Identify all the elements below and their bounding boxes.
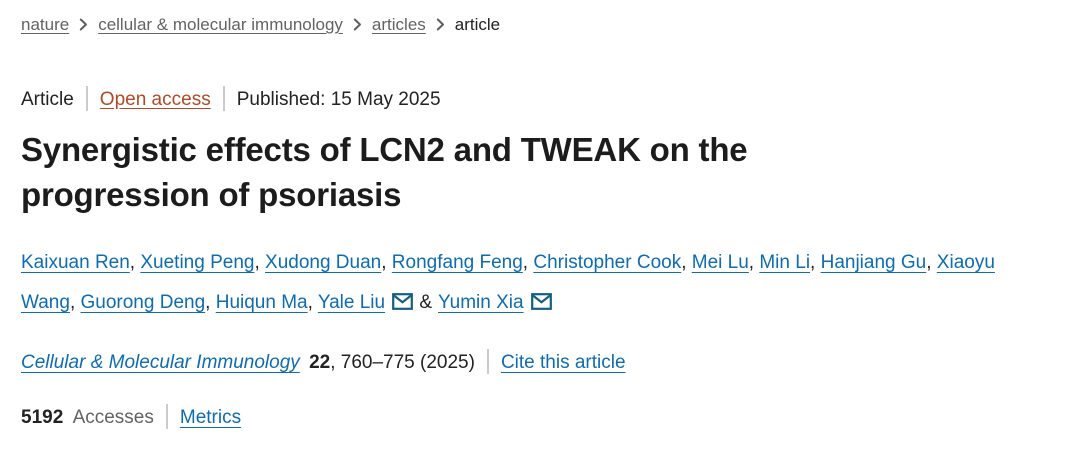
- article-meta-line: Article Open access Published: 15 May 2025: [21, 86, 1045, 113]
- metrics-link[interactable]: Metrics: [179, 407, 242, 428]
- article-header-page: nature cellular & molecular immunology a…: [21, 13, 1045, 431]
- published-date: Published: 15 May 2025: [236, 89, 441, 110]
- author: Guorong Deng,: [81, 292, 211, 313]
- journal-link[interactable]: Cellular & Molecular Immunology: [21, 352, 300, 373]
- author-separator: ,: [129, 252, 136, 273]
- accesses-count: 5192: [21, 407, 64, 428]
- author-link[interactable]: Min Li: [759, 252, 811, 273]
- article-type-label: Article: [21, 89, 74, 110]
- vertical-separator: [85, 86, 88, 111]
- author-separator: ,: [810, 252, 816, 273]
- breadcrumb-link-articles[interactable]: articles: [371, 15, 426, 34]
- author: Xiaoyu Wang,: [21, 252, 995, 313]
- author-list: Kaixuan Ren, Xueting Peng, Xudong Duan, …: [21, 243, 1045, 323]
- chevron-right-icon: [353, 18, 362, 31]
- open-access-link[interactable]: Open access: [99, 89, 211, 110]
- email-icon[interactable]: [392, 293, 413, 310]
- breadcrumb-current: article: [454, 15, 501, 34]
- accesses-label: Accesses: [72, 407, 154, 428]
- author-separator: ,: [307, 292, 313, 313]
- author-link[interactable]: Xueting Peng: [140, 252, 255, 273]
- author-separator: ,: [69, 292, 76, 313]
- vertical-separator: [165, 404, 168, 429]
- breadcrumb-link-nature[interactable]: nature: [21, 15, 70, 34]
- author: Mei Lu,: [692, 252, 754, 273]
- cite-this-article-link[interactable]: Cite this article: [500, 352, 626, 373]
- article-title: Synergistic effects of LCN2 and TWEAK on…: [21, 131, 748, 213]
- author: Xueting Peng,: [140, 252, 259, 273]
- pages-and-year: , 760–775 (2025): [330, 352, 475, 373]
- author-link[interactable]: Xudong Duan: [265, 252, 382, 273]
- author-link[interactable]: Xiaoyu Wang: [21, 252, 995, 313]
- authors-ampersand: &: [419, 292, 433, 313]
- author-link[interactable]: Huiqun Ma: [215, 292, 308, 313]
- author-separator: ,: [748, 252, 755, 273]
- metrics-bar: 5192 Accesses Metrics: [21, 404, 1045, 431]
- author-separator: ,: [681, 252, 687, 273]
- author-link[interactable]: Hanjiang Gu: [820, 252, 927, 273]
- chevron-right-icon: [79, 18, 88, 31]
- author-link[interactable]: Guorong Deng: [80, 292, 206, 313]
- author-separator: ,: [254, 252, 260, 273]
- author: Rongfang Feng,: [392, 252, 528, 273]
- chevron-right-icon: [436, 18, 445, 31]
- author-link[interactable]: Mei Lu: [691, 252, 749, 273]
- email-icon[interactable]: [530, 293, 552, 310]
- author-with-email: Yumin Xia: [438, 292, 552, 313]
- author-link[interactable]: Rongfang Feng: [391, 252, 523, 273]
- vertical-separator: [222, 86, 225, 111]
- citation-line: Cellular & Molecular Immunology 22, 760–…: [21, 349, 1045, 376]
- author-separator: ,: [522, 252, 529, 273]
- author: Christopher Cook,: [533, 252, 686, 273]
- author-link[interactable]: Yale Liu: [317, 292, 386, 313]
- breadcrumb-link-journal[interactable]: cellular & molecular immunology: [98, 15, 343, 34]
- author: Hanjiang Gu,: [821, 252, 932, 273]
- author-link[interactable]: Yumin Xia: [438, 292, 524, 313]
- author: Kaixuan Ren,: [21, 252, 135, 273]
- journal-volume: 22: [309, 352, 331, 373]
- author: Xudong Duan,: [265, 252, 387, 273]
- author-separator: ,: [205, 292, 211, 313]
- author-with-email: Yale Liu: [318, 292, 413, 313]
- author-link[interactable]: Christopher Cook: [533, 252, 682, 273]
- author: Min Li,: [759, 252, 815, 273]
- author-separator: ,: [381, 252, 387, 273]
- author-link[interactable]: Kaixuan Ren: [21, 252, 130, 273]
- author-separator: ,: [926, 252, 932, 273]
- author: Huiqun Ma,: [216, 292, 313, 313]
- vertical-separator: [486, 349, 489, 374]
- breadcrumb: nature cellular & molecular immunology a…: [21, 13, 1045, 36]
